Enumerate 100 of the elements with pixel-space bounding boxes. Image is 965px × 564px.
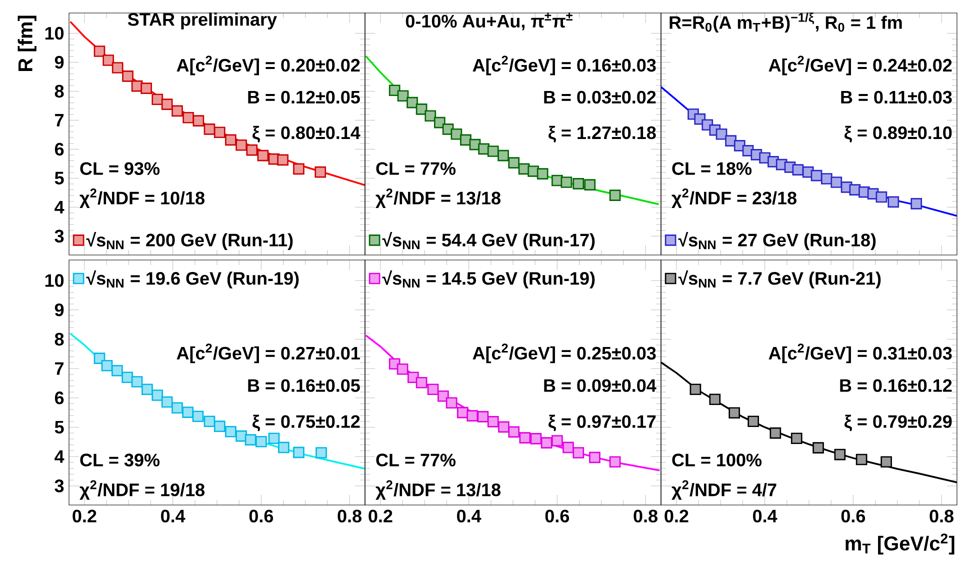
- annotation: ξ = 0.97±0.17: [548, 414, 656, 432]
- y-tick-label: 7: [55, 362, 64, 375]
- y-tick-label: 6: [54, 392, 64, 404]
- y-tick-label: 10: [45, 274, 64, 287]
- point: [716, 128, 728, 140]
- point: [880, 456, 892, 468]
- annotation: ξ = 0.80±0.14: [252, 126, 360, 142]
- point: [214, 126, 226, 138]
- annotation: B = 0.16±0.05: [248, 379, 360, 392]
- point: [102, 54, 114, 66]
- point: [122, 70, 134, 82]
- point: [460, 134, 472, 146]
- point: [416, 104, 428, 115]
- annotation: B = 0.16±0.12: [840, 379, 952, 392]
- annotation: ξ = 0.75±0.12: [252, 414, 360, 432]
- x-tick-label: 0.8: [634, 510, 658, 522]
- point: [792, 164, 804, 176]
- legend-label: √s$_{NN}$ = 54.4 GeV (Run-17): [382, 232, 595, 250]
- x-tick-label: 0.4: [161, 510, 186, 522]
- point: [397, 90, 409, 102]
- y-tick-label: 9: [54, 56, 64, 69]
- point: [498, 421, 510, 433]
- point: [709, 394, 721, 406]
- point: [748, 416, 759, 428]
- annotation: A[c$^{2}$/GeV] = 0.20±0.02: [176, 56, 360, 76]
- y-tick-label: 8: [54, 332, 64, 346]
- point: [192, 115, 204, 126]
- point: [101, 360, 113, 372]
- legend-label: √s$_{NN}$ = 7.7 GeV (Run-21): [678, 270, 881, 288]
- annotation: B = 0.11±0.03: [841, 90, 952, 104]
- annotation: χ$^{2}$/NDF = 13/18: [376, 480, 500, 500]
- y-tick-label: 7: [55, 114, 64, 126]
- annotation: χ$^{2}$/NDF = 4/7: [672, 480, 776, 500]
- x-tick-label: 0.8: [930, 510, 954, 522]
- point: [244, 434, 256, 446]
- point: [508, 157, 520, 168]
- point: [910, 198, 922, 210]
- point: [122, 372, 133, 384]
- legend-label: √s$_{NN}$ = 19.6 GeV (Run-19): [86, 270, 299, 288]
- y-tick-label: 8: [54, 84, 64, 98]
- point: [293, 446, 304, 458]
- point: [770, 427, 782, 439]
- annotation: χ$^{2}$/NDF = 19/18: [80, 480, 204, 500]
- y-tick-label: 10: [45, 26, 64, 40]
- y-tick-label: 4: [54, 200, 64, 214]
- point: [446, 397, 458, 409]
- point: [790, 432, 802, 444]
- point: [112, 62, 124, 74]
- point: [834, 448, 846, 460]
- point: [584, 179, 596, 191]
- annotation: CL = 39%: [80, 454, 160, 466]
- y-tick-label: 5: [54, 172, 64, 184]
- point: [277, 154, 288, 166]
- annotation: A[c$^{2}$/GeV] = 0.25±0.03: [472, 344, 656, 364]
- point: [424, 110, 436, 122]
- annotation: ξ = 0.79±0.29: [844, 414, 952, 432]
- x-tick-label: 0.8: [338, 510, 362, 522]
- point: [172, 402, 183, 414]
- point: [466, 410, 478, 422]
- point: [256, 436, 267, 448]
- point: [192, 410, 204, 422]
- point: [225, 134, 236, 146]
- point: [438, 390, 449, 402]
- point: [856, 454, 868, 466]
- point: [572, 178, 584, 190]
- annotation: CL = 100%: [672, 454, 762, 466]
- point: [416, 376, 428, 388]
- x-axis-title: m$_{T}$ [GeV/c$^{2}$]: [846, 534, 954, 554]
- x-tick-label: 0.6: [545, 510, 570, 522]
- y-tick-label: 6: [54, 142, 64, 156]
- point: [111, 364, 123, 376]
- annotation: B = 0.03±0.02: [544, 90, 656, 104]
- x-tick-label: 0.2: [368, 510, 392, 522]
- annotation: B = 0.09±0.04: [544, 379, 656, 392]
- point: [830, 176, 842, 188]
- point: [609, 190, 621, 201]
- point: [609, 456, 621, 468]
- point: [508, 426, 520, 438]
- chart-title: STAR preliminary: [128, 12, 277, 30]
- point: [172, 105, 183, 117]
- annotation: χ$^{2}$/NDF = 23/18: [672, 188, 796, 208]
- point: [204, 416, 216, 428]
- annotation: χ$^{2}$/NDF = 13/18: [376, 188, 500, 208]
- point: [876, 191, 888, 203]
- point: [278, 442, 290, 454]
- point: [540, 437, 552, 448]
- x-tick-label: 0.4: [753, 510, 778, 522]
- point: [519, 432, 531, 444]
- x-tick-label: 0.6: [841, 510, 866, 522]
- point: [314, 166, 326, 178]
- point: [690, 384, 702, 396]
- point: [406, 96, 418, 108]
- point: [530, 433, 542, 444]
- y-tick-label: 5: [54, 420, 64, 434]
- annotation: ξ = 1.27±0.18: [548, 126, 656, 142]
- point: [152, 94, 164, 106]
- point: [316, 447, 327, 458]
- annotation: A[c$^{2}$/GeV] = 0.27±0.01: [176, 344, 360, 364]
- x-tick-label: 0.2: [664, 510, 688, 522]
- point: [236, 139, 247, 151]
